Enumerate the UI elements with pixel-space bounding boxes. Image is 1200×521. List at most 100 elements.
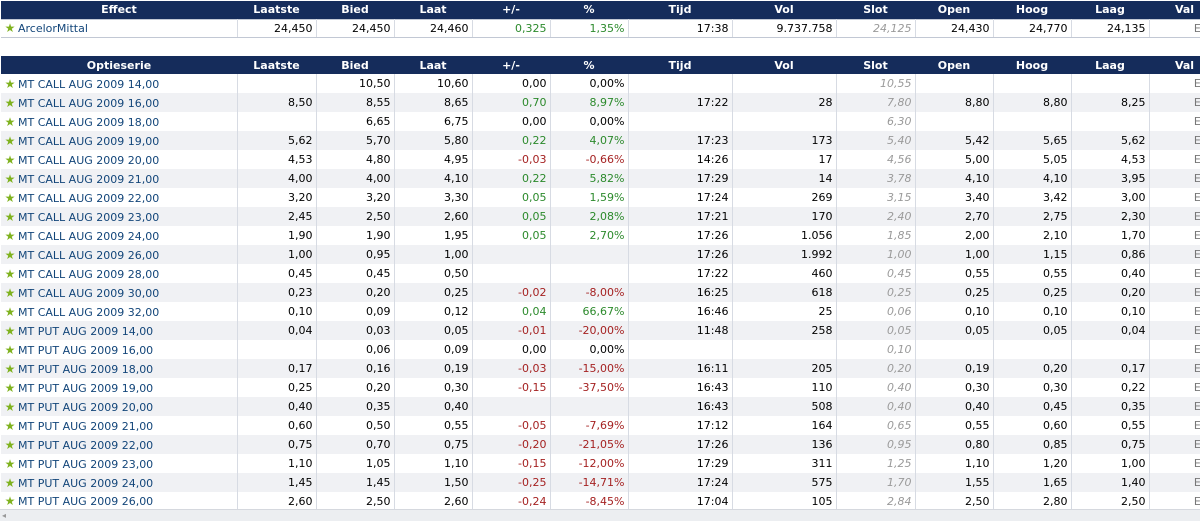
header-effect[interactable]: Effect <box>1 1 237 19</box>
option-name-link[interactable]: MT CALL AUG 2009 30,00 <box>18 286 160 300</box>
option-name-cell[interactable]: ★ MT CALL AUG 2009 32,00 <box>1 302 238 321</box>
option-name-link[interactable]: MT PUT AUG 2009 23,00 <box>18 457 154 471</box>
header-vol[interactable]: Vol <box>732 1 836 19</box>
option-name-link[interactable]: MT PUT AUG 2009 21,00 <box>18 419 154 433</box>
option-row[interactable]: ★ MT PUT AUG 2009 24,00 1,45 1,45 1,50 -0,25-… <box>1 473 1200 492</box>
header-optieserie[interactable]: Optieserie <box>1 56 237 74</box>
option-row[interactable]: ★ MT PUT AUG 2009 20,00 0,40 0,35 0,40 16:43 5… <box>1 397 1200 416</box>
option-name-cell[interactable]: ★ MT PUT AUG 2009 23,00 <box>1 454 238 473</box>
effect-name-link[interactable]: ArcelorMittal <box>18 22 88 35</box>
option-row[interactable]: ★ MT CALL AUG 2009 19,00 5,62 5,70 5,80 0,22 4… <box>1 131 1200 150</box>
option-row[interactable]: ★ MT PUT AUG 2009 14,00 0,04 0,03 0,05 -0,01-… <box>1 321 1200 340</box>
option-name-link[interactable]: MT CALL AUG 2009 24,00 <box>18 229 160 243</box>
option-name-link[interactable]: MT CALL AUG 2009 22,00 <box>18 191 160 205</box>
option-row[interactable]: ★ MT PUT AUG 2009 16,00 0,06 0,09 0,00 0,00% 0… <box>1 340 1200 359</box>
header-laat[interactable]: Laat <box>394 56 472 74</box>
option-name-link[interactable]: MT PUT AUG 2009 14,00 <box>18 324 154 338</box>
option-name-link[interactable]: MT PUT AUG 2009 16,00 <box>18 343 154 357</box>
option-name-cell[interactable]: ★ MT PUT AUG 2009 18,00 <box>1 359 238 378</box>
header-hoog[interactable]: Hoog <box>993 56 1071 74</box>
header-vol[interactable]: Vol <box>732 56 836 74</box>
option-name-cell[interactable]: ★ MT PUT AUG 2009 19,00 <box>1 378 238 397</box>
option-name-cell[interactable]: ★ MT CALL AUG 2009 30,00 <box>1 283 238 302</box>
option-name-cell[interactable]: ★ MT PUT AUG 2009 22,00 <box>1 435 238 454</box>
header-bied[interactable]: Bied <box>316 1 394 19</box>
option-row[interactable]: ★ MT CALL AUG 2009 28,00 0,45 0,45 0,50 17:22… <box>1 264 1200 283</box>
option-name-link[interactable]: MT CALL AUG 2009 16,00 <box>18 96 160 110</box>
header-val[interactable]: Val <box>1149 1 1200 19</box>
option-name-link[interactable]: MT CALL AUG 2009 23,00 <box>18 210 160 224</box>
option-row[interactable]: ★ MT CALL AUG 2009 21,00 4,00 4,00 4,10 0,22 5… <box>1 169 1200 188</box>
header-laag[interactable]: Laag <box>1071 1 1149 19</box>
header-slot[interactable]: Slot <box>836 56 915 74</box>
option-name-cell[interactable]: ★ MT CALL AUG 2009 19,00 <box>1 131 238 150</box>
option-row[interactable]: ★ MT PUT AUG 2009 26,00 2,60 2,50 2,60 -0,24-… <box>1 492 1200 512</box>
option-row[interactable]: ★ MT PUT AUG 2009 21,00 0,60 0,50 0,55 -0,05-… <box>1 416 1200 435</box>
option-name-cell[interactable]: ★ MT PUT AUG 2009 14,00 <box>1 321 238 340</box>
option-row[interactable]: ★ MT CALL AUG 2009 24,00 1,90 1,90 1,95 0,05 2… <box>1 226 1200 245</box>
option-name-cell[interactable]: ★ MT CALL AUG 2009 20,00 <box>1 150 238 169</box>
option-row[interactable]: ★ MT PUT AUG 2009 23,00 1,10 1,05 1,10 -0,15-… <box>1 454 1200 473</box>
option-name-cell[interactable]: ★ MT CALL AUG 2009 24,00 <box>1 226 238 245</box>
header-hoog[interactable]: Hoog <box>993 1 1071 19</box>
header-open[interactable]: Open <box>915 56 993 74</box>
option-name-link[interactable]: MT CALL AUG 2009 21,00 <box>18 172 160 186</box>
option-name-link[interactable]: MT PUT AUG 2009 24,00 <box>18 476 154 490</box>
option-name-cell[interactable]: ★ MT PUT AUG 2009 20,00 <box>1 397 238 416</box>
option-name-cell[interactable]: ★ MT CALL AUG 2009 22,00 <box>1 188 238 207</box>
option-name-link[interactable]: MT PUT AUG 2009 19,00 <box>18 381 154 395</box>
header-val[interactable]: Val <box>1149 56 1200 74</box>
header-laatste[interactable]: Laatste <box>237 1 316 19</box>
option-name-link[interactable]: MT PUT AUG 2009 18,00 <box>18 362 154 376</box>
option-row[interactable]: ★ MT PUT AUG 2009 22,00 0,75 0,70 0,75 -0,20-… <box>1 435 1200 454</box>
option-row[interactable]: ★ MT PUT AUG 2009 19,00 0,25 0,20 0,30 -0,15-… <box>1 378 1200 397</box>
header-open[interactable]: Open <box>915 1 993 19</box>
option-name-link[interactable]: MT CALL AUG 2009 26,00 <box>18 248 160 262</box>
option-name-link[interactable]: MT CALL AUG 2009 18,00 <box>18 115 160 129</box>
option-name-cell[interactable]: ★ MT CALL AUG 2009 21,00 <box>1 169 238 188</box>
effect-row[interactable]: ★ ArcelorMittal 24,450 24,450 24,460 0,32… <box>1 18 1200 38</box>
option-name-cell[interactable]: ★ MT PUT AUG 2009 21,00 <box>1 416 238 435</box>
option-name-cell[interactable]: ★ MT CALL AUG 2009 16,00 <box>1 93 238 112</box>
option-row[interactable]: ★ MT CALL AUG 2009 14,00 10,50 10,60 0,00 0,0… <box>1 74 1200 93</box>
header-slot[interactable]: Slot <box>836 1 915 19</box>
header-change[interactable]: +/- <box>472 56 550 74</box>
option-row[interactable]: ★ MT CALL AUG 2009 32,00 0,10 0,09 0,12 0,04 6… <box>1 302 1200 321</box>
header-pct[interactable]: % <box>550 1 628 19</box>
header-laat[interactable]: Laat <box>394 1 472 19</box>
option-row[interactable]: ★ MT CALL AUG 2009 16,00 8,50 8,55 8,65 0,70 8… <box>1 93 1200 112</box>
effect-name-cell[interactable]: ★ ArcelorMittal <box>1 18 238 38</box>
header-bied[interactable]: Bied <box>316 56 394 74</box>
option-name-cell[interactable]: ★ MT CALL AUG 2009 23,00 <box>1 207 238 226</box>
option-name-link[interactable]: MT CALL AUG 2009 20,00 <box>18 153 160 167</box>
header-tijd[interactable]: Tijd <box>628 1 732 19</box>
option-row[interactable]: ★ MT CALL AUG 2009 22,00 3,20 3,20 3,30 0,05 1… <box>1 188 1200 207</box>
scroll-left-icon[interactable]: ◂ <box>2 511 7 520</box>
option-name-cell[interactable]: ★ MT PUT AUG 2009 24,00 <box>1 473 238 492</box>
option-name-link[interactable]: MT CALL AUG 2009 32,00 <box>18 305 160 319</box>
option-bied: 5,70 <box>316 131 395 150</box>
header-change[interactable]: +/- <box>472 1 550 19</box>
option-row[interactable]: ★ MT CALL AUG 2009 20,00 4,53 4,80 4,95 -0,03… <box>1 150 1200 169</box>
option-name-link[interactable]: MT PUT AUG 2009 20,00 <box>18 400 154 414</box>
option-name-link[interactable]: MT CALL AUG 2009 19,00 <box>18 134 160 148</box>
header-laatste[interactable]: Laatste <box>237 56 316 74</box>
option-name-cell[interactable]: ★ MT CALL AUG 2009 14,00 <box>1 74 238 93</box>
option-row[interactable]: ★ MT CALL AUG 2009 23,00 2,45 2,50 2,60 0,05 2… <box>1 207 1200 226</box>
option-name-link[interactable]: MT PUT AUG 2009 26,00 <box>18 495 154 509</box>
option-name-cell[interactable]: ★ MT PUT AUG 2009 16,00 <box>1 340 238 359</box>
option-name-link[interactable]: MT CALL AUG 2009 28,00 <box>18 267 160 281</box>
option-name-cell[interactable]: ★ MT CALL AUG 2009 18,00 <box>1 112 238 131</box>
header-tijd[interactable]: Tijd <box>628 56 732 74</box>
horizontal-scrollbar[interactable]: ◂ <box>0 509 1200 521</box>
option-row[interactable]: ★ MT CALL AUG 2009 18,00 6,65 6,75 0,00 0,00%… <box>1 112 1200 131</box>
option-name-link[interactable]: MT PUT AUG 2009 22,00 <box>18 438 154 452</box>
header-pct[interactable]: % <box>550 56 628 74</box>
option-row[interactable]: ★ MT CALL AUG 2009 30,00 0,23 0,20 0,25 -0,02… <box>1 283 1200 302</box>
option-row[interactable]: ★ MT CALL AUG 2009 26,00 1,00 0,95 1,00 17:26… <box>1 245 1200 264</box>
header-laag[interactable]: Laag <box>1071 56 1149 74</box>
option-name-link[interactable]: MT CALL AUG 2009 14,00 <box>18 77 160 91</box>
option-row[interactable]: ★ MT PUT AUG 2009 18,00 0,17 0,16 0,19 -0,03-… <box>1 359 1200 378</box>
option-name-cell[interactable]: ★ MT CALL AUG 2009 26,00 <box>1 245 238 264</box>
option-name-cell[interactable]: ★ MT CALL AUG 2009 28,00 <box>1 264 238 283</box>
